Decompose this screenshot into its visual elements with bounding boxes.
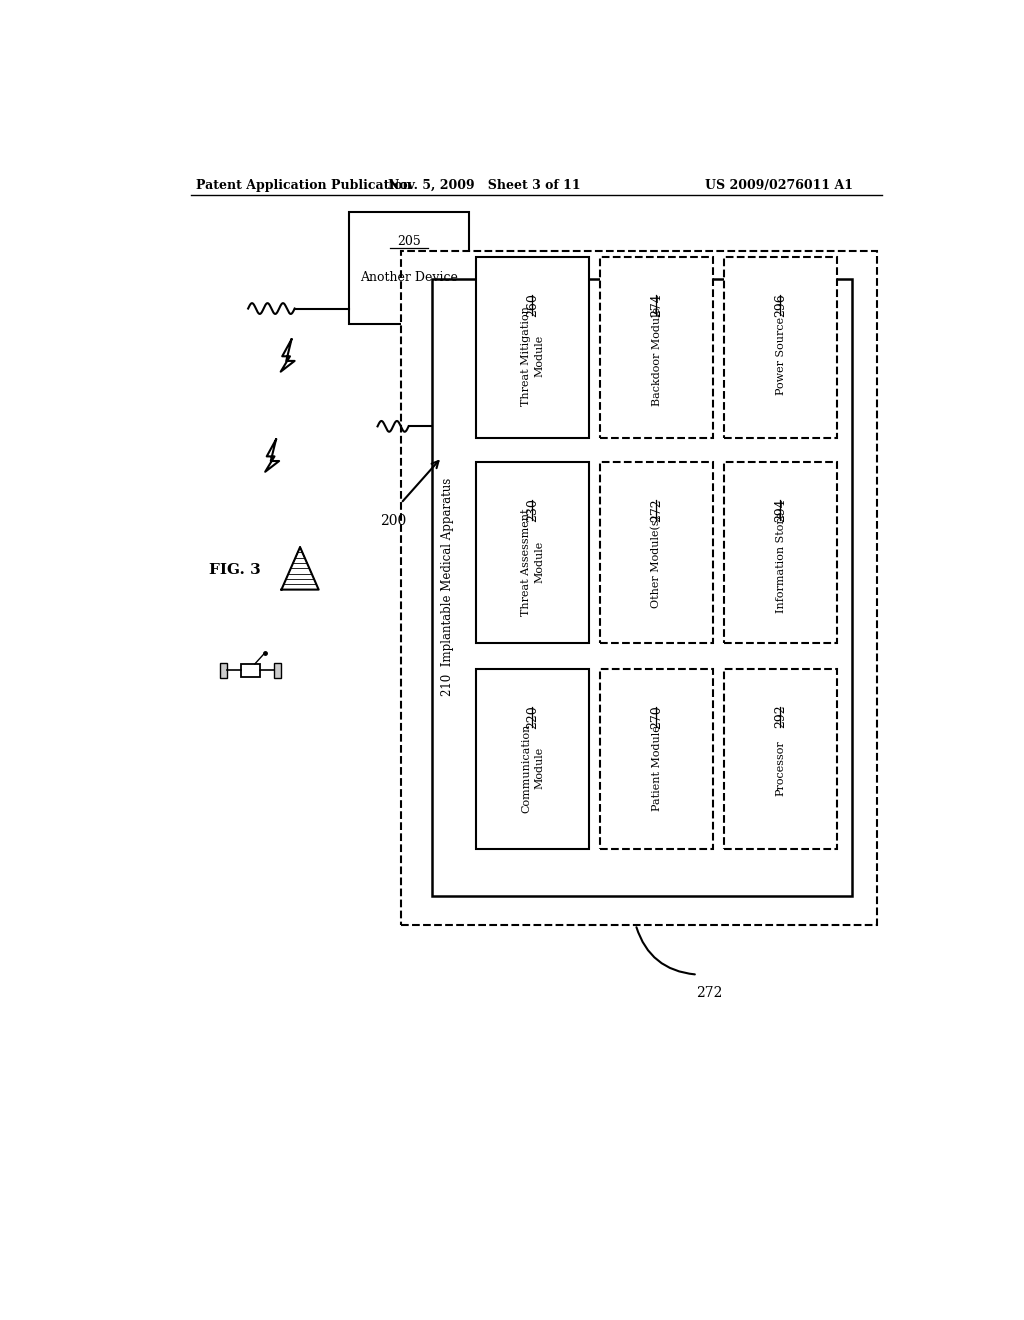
FancyBboxPatch shape	[724, 668, 837, 850]
FancyBboxPatch shape	[600, 256, 713, 437]
FancyBboxPatch shape	[476, 256, 589, 437]
Text: Processor: Processor	[775, 741, 785, 796]
Text: 270: 270	[650, 705, 664, 729]
Text: FIG. 3: FIG. 3	[209, 564, 261, 577]
FancyBboxPatch shape	[349, 213, 469, 323]
FancyBboxPatch shape	[476, 462, 589, 643]
Text: Other Module(s): Other Module(s)	[651, 515, 662, 609]
Text: Power Source: Power Source	[775, 317, 785, 396]
Text: 210  Implantable Medical Apparatus: 210 Implantable Medical Apparatus	[440, 478, 454, 697]
FancyBboxPatch shape	[432, 279, 852, 896]
Text: Nov. 5, 2009   Sheet 3 of 11: Nov. 5, 2009 Sheet 3 of 11	[388, 178, 581, 191]
Text: Patient Module: Patient Module	[651, 726, 662, 810]
Text: Patent Application Publication: Patent Application Publication	[197, 178, 412, 191]
Text: 292: 292	[774, 705, 787, 729]
Text: 272: 272	[696, 986, 723, 1001]
Text: 274: 274	[650, 293, 664, 317]
Text: Information Store: Information Store	[775, 511, 785, 612]
Text: 205: 205	[397, 235, 421, 248]
Text: Threat Mitigation
Module: Threat Mitigation Module	[521, 306, 544, 407]
FancyBboxPatch shape	[600, 668, 713, 850]
FancyBboxPatch shape	[220, 663, 226, 678]
FancyBboxPatch shape	[476, 668, 589, 850]
Text: Communication
Module: Communication Module	[521, 723, 544, 813]
FancyBboxPatch shape	[724, 256, 837, 437]
FancyBboxPatch shape	[400, 251, 878, 924]
Text: 260: 260	[526, 293, 539, 317]
FancyBboxPatch shape	[600, 462, 713, 643]
Text: 296: 296	[774, 293, 787, 317]
Text: 272: 272	[650, 499, 664, 523]
Text: Backdoor Module: Backdoor Module	[651, 306, 662, 405]
Text: 294: 294	[774, 499, 787, 523]
Text: Threat Assessment
Module: Threat Assessment Module	[521, 508, 544, 615]
FancyBboxPatch shape	[724, 462, 837, 643]
Text: 220: 220	[526, 705, 539, 729]
Text: Another Device: Another Device	[360, 271, 458, 284]
Text: 200: 200	[380, 515, 407, 528]
FancyBboxPatch shape	[241, 664, 260, 677]
Text: 230: 230	[526, 499, 539, 523]
FancyBboxPatch shape	[274, 663, 281, 678]
Text: US 2009/0276011 A1: US 2009/0276011 A1	[705, 178, 853, 191]
